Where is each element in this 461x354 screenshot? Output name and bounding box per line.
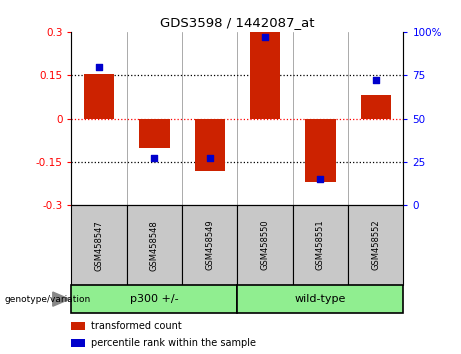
Bar bbox=[195, 119, 225, 171]
Title: GDS3598 / 1442087_at: GDS3598 / 1442087_at bbox=[160, 16, 315, 29]
Bar bbox=[305, 119, 336, 182]
Bar bbox=[127, 205, 182, 285]
Text: percentile rank within the sample: percentile rank within the sample bbox=[91, 338, 256, 348]
Bar bbox=[139, 119, 170, 148]
Bar bbox=[293, 205, 348, 285]
Point bbox=[206, 156, 213, 161]
Text: genotype/variation: genotype/variation bbox=[5, 295, 91, 304]
Bar bbox=[250, 32, 280, 119]
Bar bbox=[182, 205, 237, 285]
Text: transformed count: transformed count bbox=[91, 321, 182, 331]
Text: GSM458552: GSM458552 bbox=[371, 220, 380, 270]
Text: GSM458549: GSM458549 bbox=[205, 220, 214, 270]
Text: p300 +/-: p300 +/- bbox=[130, 294, 179, 304]
Bar bbox=[237, 285, 403, 313]
Bar bbox=[71, 322, 85, 330]
Text: GSM458547: GSM458547 bbox=[95, 220, 104, 270]
Bar bbox=[71, 285, 237, 313]
Text: wild-type: wild-type bbox=[295, 294, 346, 304]
Bar bbox=[84, 74, 114, 119]
Bar bbox=[71, 205, 127, 285]
Point bbox=[317, 176, 324, 182]
Text: GSM458551: GSM458551 bbox=[316, 220, 325, 270]
Point bbox=[261, 34, 269, 40]
Point bbox=[95, 64, 103, 69]
Text: GSM458550: GSM458550 bbox=[260, 220, 270, 270]
Text: GSM458548: GSM458548 bbox=[150, 220, 159, 270]
Point bbox=[151, 156, 158, 161]
Bar bbox=[237, 205, 293, 285]
Bar bbox=[348, 205, 403, 285]
Point bbox=[372, 78, 379, 83]
Bar bbox=[361, 96, 391, 119]
Polygon shape bbox=[53, 292, 69, 306]
Bar bbox=[71, 339, 85, 347]
